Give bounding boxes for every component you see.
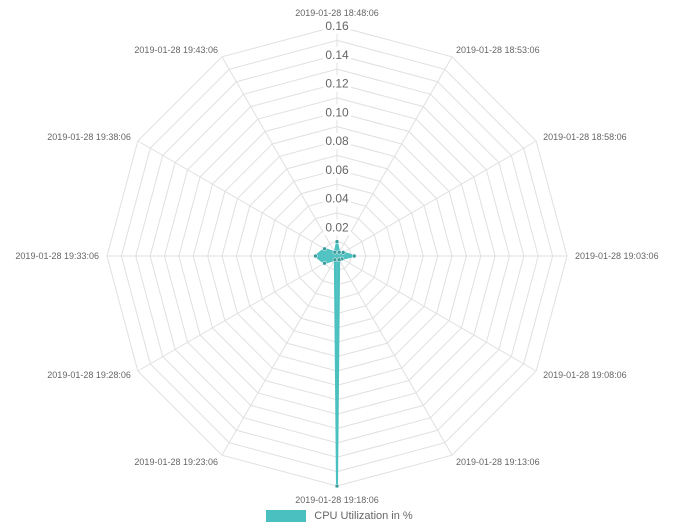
grid-spoke bbox=[221, 56, 338, 257]
tick-label-backdrop bbox=[323, 18, 352, 34]
tick-label: 0.14 bbox=[325, 48, 349, 62]
tick-label-backdrop bbox=[323, 75, 352, 92]
data-point[interactable] bbox=[340, 250, 346, 255]
point-label: 2019-01-28 18:58:06 bbox=[543, 132, 627, 142]
radar-plot-area: 0.02 0.04 0.06 0.08 0.10 0.12 0.14 0.16 2019-01… bbox=[15, 8, 658, 505]
tick-label: 0.06 bbox=[325, 163, 349, 177]
tick-label-backdrop bbox=[323, 133, 352, 149]
point-label: 2019-01-28 19:08:06 bbox=[543, 370, 627, 380]
tick-label: 0.04 bbox=[325, 192, 349, 206]
radar-tick-labels: 0.02 0.04 0.06 0.08 0.10 0.12 0.14 0.16 bbox=[323, 18, 352, 236]
grid-spoke bbox=[336, 140, 537, 257]
grid-spoke bbox=[137, 255, 338, 372]
data-point[interactable] bbox=[334, 483, 340, 489]
tick-label-backdrop bbox=[323, 190, 352, 207]
data-point[interactable] bbox=[322, 246, 327, 252]
point-label: 2019-01-28 19:33:06 bbox=[15, 251, 99, 261]
tick-label: 0.10 bbox=[325, 105, 349, 119]
grid-spoke bbox=[336, 255, 537, 372]
point-label: 2019-01-28 19:38:06 bbox=[47, 132, 131, 142]
grid-spoke bbox=[336, 255, 453, 456]
data-point[interactable] bbox=[334, 239, 340, 244]
radar-point-labels: 2019-01-28 18:48:06 2019-01-28 18:53:06 20… bbox=[15, 8, 658, 505]
point-label: 2019-01-28 18:53:06 bbox=[456, 45, 540, 55]
data-point[interactable] bbox=[332, 250, 338, 255]
data-point[interactable] bbox=[332, 257, 338, 262]
tick-label: 0.02 bbox=[325, 220, 349, 234]
tick-label-backdrop bbox=[323, 161, 352, 178]
grid-spoke bbox=[137, 140, 338, 257]
point-label: 2019-01-28 19:43:06 bbox=[134, 45, 218, 55]
data-point[interactable] bbox=[313, 253, 318, 259]
grid-spoke bbox=[336, 56, 453, 257]
legend-swatch bbox=[266, 510, 307, 522]
data-point[interactable] bbox=[336, 250, 342, 255]
legend[interactable]: CPU Utilization in % bbox=[0, 507, 679, 525]
point-label: 2019-01-28 19:13:06 bbox=[456, 457, 540, 467]
point-label: 2019-01-28 18:48:06 bbox=[295, 8, 379, 18]
data-point[interactable] bbox=[352, 253, 357, 259]
tick-label: 0.12 bbox=[325, 77, 349, 91]
tick-label: 0.08 bbox=[325, 134, 349, 148]
point-label: 2019-01-28 19:18:06 bbox=[295, 495, 379, 505]
data-point[interactable] bbox=[336, 257, 342, 262]
legend-label: CPU Utilization in % bbox=[314, 510, 413, 522]
tick-label-backdrop bbox=[323, 219, 352, 236]
tick-label: 0.16 bbox=[325, 19, 349, 33]
point-label: 2019-01-28 19:03:06 bbox=[575, 251, 659, 261]
tick-label-backdrop bbox=[323, 46, 352, 63]
series-area bbox=[314, 240, 356, 487]
data-point[interactable] bbox=[322, 260, 327, 266]
radar-series-layer bbox=[313, 239, 357, 489]
grid-spoke bbox=[221, 255, 338, 456]
point-label: 2019-01-28 19:23:06 bbox=[134, 457, 218, 467]
point-label: 2019-01-28 19:28:06 bbox=[47, 370, 131, 380]
tick-label-backdrop bbox=[323, 104, 352, 121]
